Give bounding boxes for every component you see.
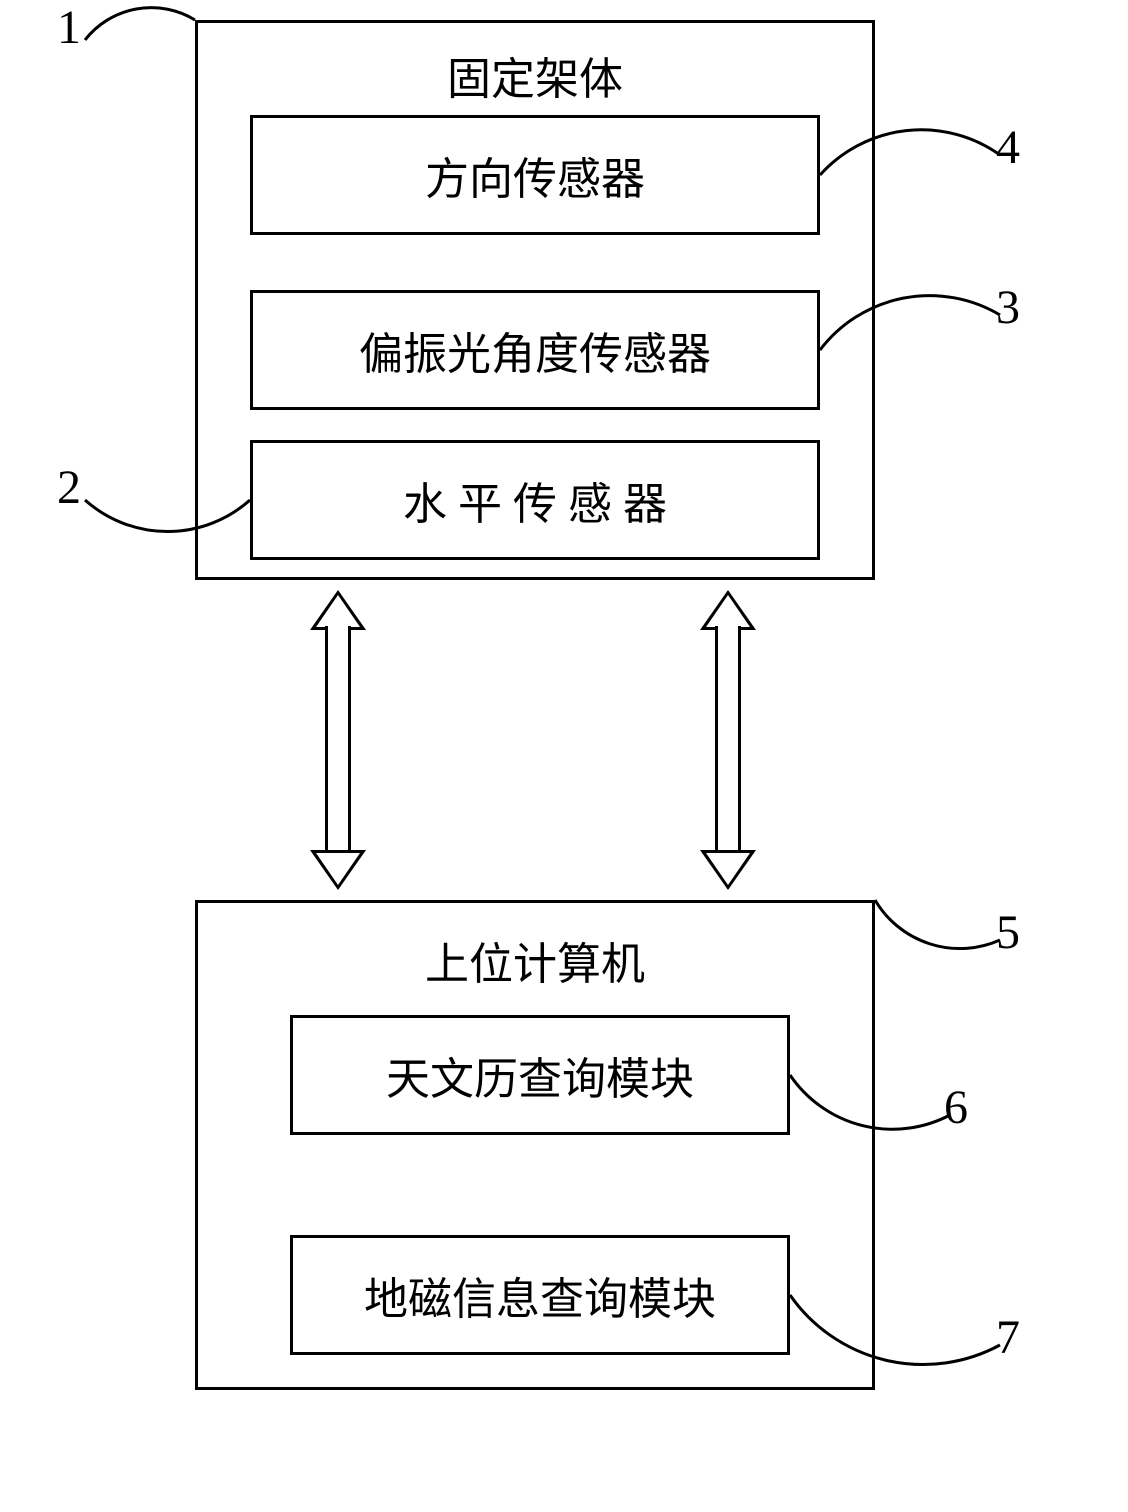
arrow-head-up-icon bbox=[310, 590, 366, 630]
polarized-light-sensor-label: 偏振光角度传感器 bbox=[359, 318, 711, 382]
right-double-arrow bbox=[700, 590, 756, 890]
geomagnetic-module-label: 地磁信息查询模块 bbox=[364, 1263, 716, 1327]
top-block-title: 固定架体 bbox=[198, 43, 872, 107]
arrow-head-down-icon bbox=[310, 850, 366, 890]
direction-sensor-box: 方向传感器 bbox=[250, 115, 820, 235]
label-6: 6 bbox=[944, 1080, 968, 1135]
horizontal-sensor-box: 水 平 传 感 器 bbox=[250, 440, 820, 560]
horizontal-sensor-label: 水 平 传 感 器 bbox=[403, 468, 667, 532]
almanac-module-box: 天文历查询模块 bbox=[290, 1015, 790, 1135]
label-4: 4 bbox=[996, 120, 1020, 175]
arrow-body bbox=[715, 626, 741, 854]
label-7: 7 bbox=[996, 1310, 1020, 1365]
label-5: 5 bbox=[996, 905, 1020, 960]
arrow-head-down-icon bbox=[700, 850, 756, 890]
label-1: 1 bbox=[57, 0, 81, 55]
geomagnetic-module-box: 地磁信息查询模块 bbox=[290, 1235, 790, 1355]
label-3: 3 bbox=[996, 280, 1020, 335]
arrow-head-up-icon bbox=[700, 590, 756, 630]
bottom-block-title: 上位计算机 bbox=[198, 928, 872, 992]
arrow-body bbox=[325, 626, 351, 854]
polarized-light-sensor-box: 偏振光角度传感器 bbox=[250, 290, 820, 410]
almanac-module-label: 天文历查询模块 bbox=[386, 1043, 694, 1107]
direction-sensor-label: 方向传感器 bbox=[425, 143, 645, 207]
left-double-arrow bbox=[310, 590, 366, 890]
label-2: 2 bbox=[57, 460, 81, 515]
